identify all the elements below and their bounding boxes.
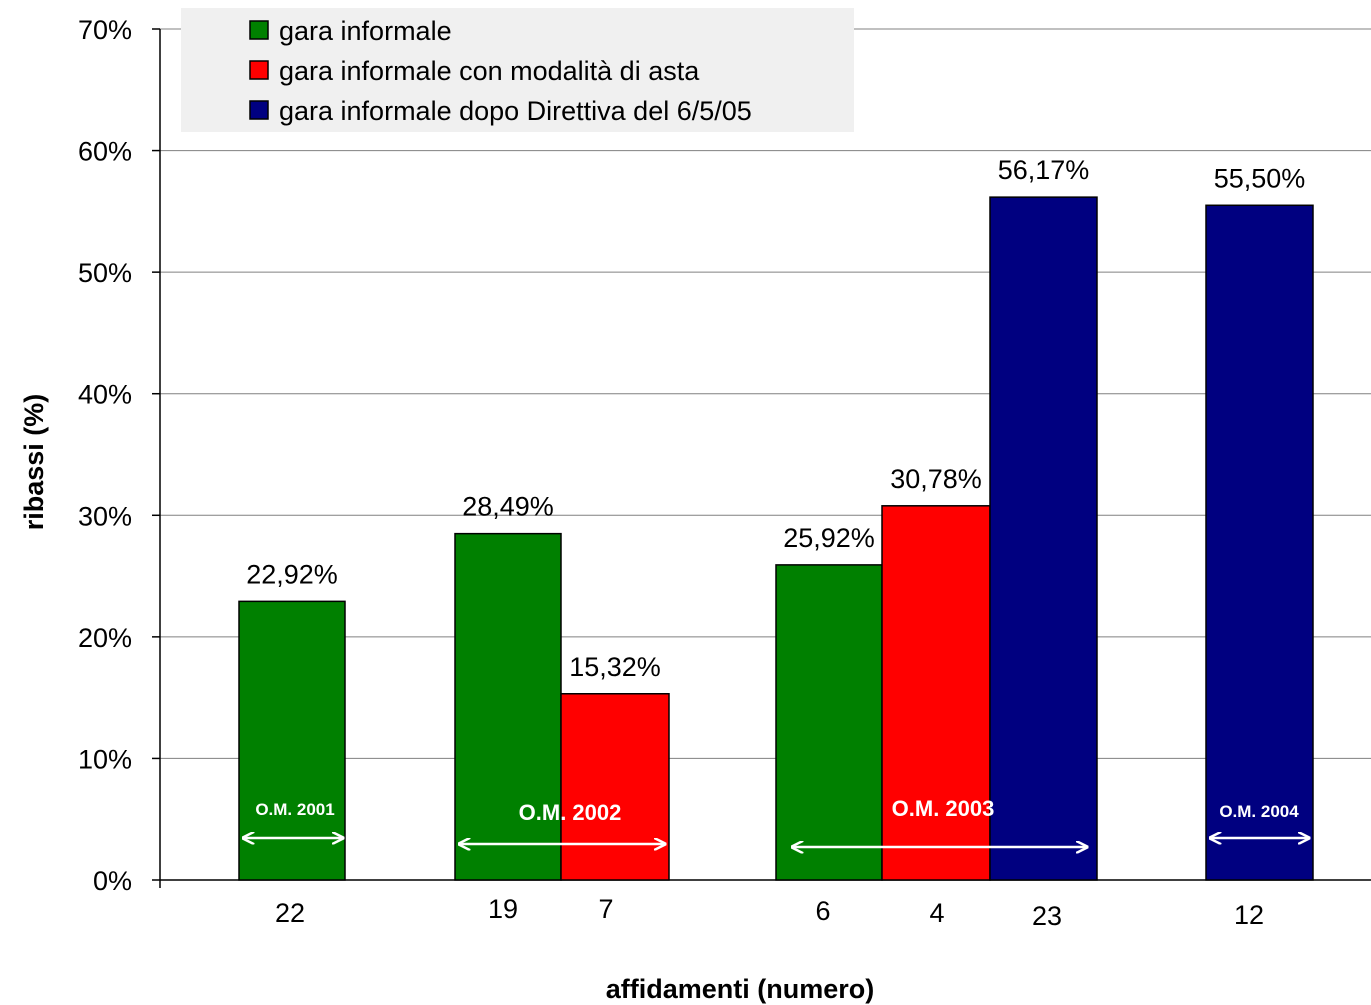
x-tick-label: 4 — [929, 898, 944, 928]
annotation-o-m-2001: O.M. 2001 — [255, 800, 334, 819]
x-tick-label: 19 — [488, 894, 518, 924]
legend-swatch — [249, 20, 269, 40]
data-label: 22,92% — [246, 559, 338, 589]
y-tick-label: 20% — [78, 623, 132, 653]
bars: 22,92% 28,49% 15,32% 25,92% 30,78% 56,17% 55,5… — [238, 155, 1314, 881]
legend-swatch — [249, 60, 269, 80]
y-tick-label: 30% — [78, 501, 132, 531]
bar — [881, 505, 991, 881]
x-tick-label: 12 — [1234, 900, 1264, 930]
legend-swatch — [249, 100, 269, 120]
axes: 0% 10% 20% 30% 40% 50% 60% 70% 22 19 7 6 4 23 12 — [78, 15, 1371, 931]
annotation-o-m-2002: O.M. 2002 — [519, 800, 622, 825]
y-tick-label: 70% — [78, 15, 132, 45]
bar — [1205, 204, 1314, 881]
legend-label: gara informale — [279, 16, 452, 46]
x-axis-title: affidamenti (numero) — [606, 974, 875, 1004]
bar — [560, 693, 670, 881]
y-axis-title: ribassi (%) — [19, 394, 49, 531]
legend-label: gara informale con modalità di asta — [279, 56, 700, 86]
bar — [989, 196, 1098, 881]
y-tick-label: 40% — [78, 380, 132, 410]
x-tick-label: 22 — [275, 898, 305, 928]
y-tick-label: 50% — [78, 258, 132, 288]
y-tick-label: 10% — [78, 744, 132, 774]
annotation-o-m-2004: O.M. 2004 — [1219, 802, 1299, 821]
x-tick-label: 6 — [815, 896, 830, 926]
bar — [775, 564, 883, 881]
bar — [454, 532, 562, 881]
legend: gara informale gara informale con modalit… — [181, 8, 854, 132]
annotation-o-m-2003: O.M. 2003 — [892, 796, 995, 821]
data-label: 30,78% — [890, 464, 982, 494]
data-label: 25,92% — [783, 523, 875, 553]
y-tick-label: 0% — [93, 866, 132, 896]
period-annotations: O.M. 2001 O.M. 2002 O.M. 2003 O.M. 2004 — [243, 796, 1309, 847]
data-label: 28,49% — [462, 492, 554, 522]
legend-box — [181, 8, 854, 132]
y-tick-label: 60% — [78, 137, 132, 167]
data-label: 55,50% — [1214, 163, 1306, 193]
data-label: 15,32% — [569, 652, 661, 682]
x-tick-label: 7 — [598, 894, 613, 924]
legend-label: gara informale dopo Direttiva del 6/5/05 — [279, 96, 752, 126]
x-tick-label: 23 — [1032, 901, 1062, 931]
data-label: 56,17% — [998, 155, 1090, 185]
